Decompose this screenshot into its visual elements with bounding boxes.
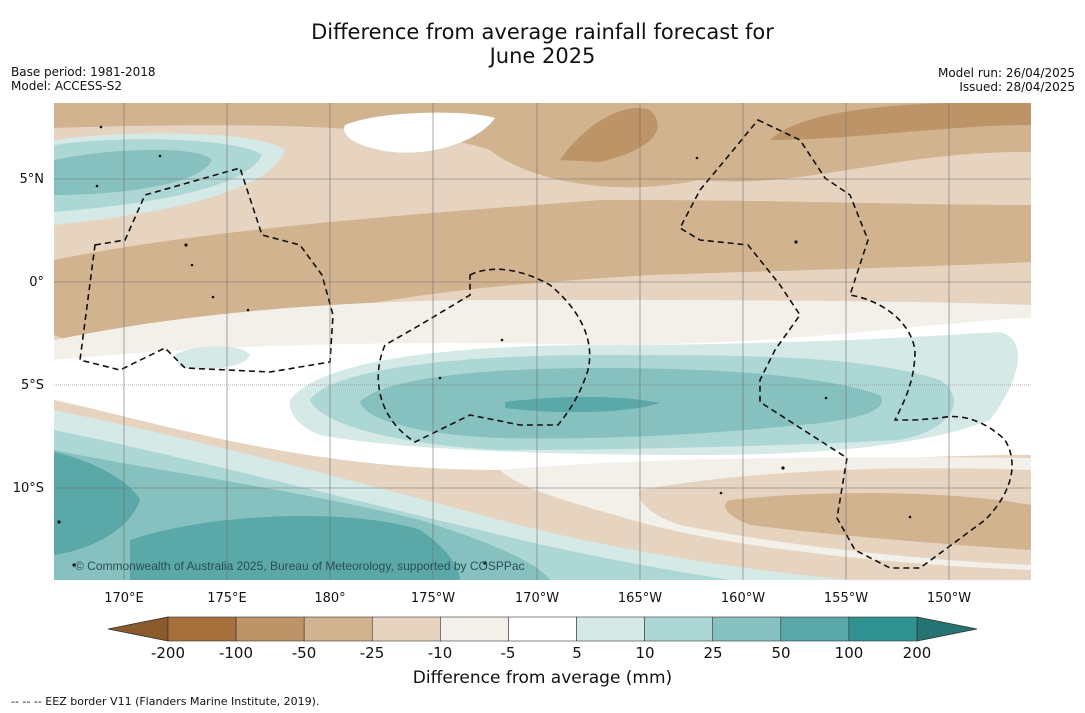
colorbar-tick: 200 (903, 644, 932, 662)
colorbar-segment (440, 616, 509, 642)
meta-right: Model run: 26/04/2025 Issued: 28/04/2025 (938, 66, 1075, 94)
colorbar-segment (576, 616, 645, 642)
lon-label: 160°W (721, 591, 765, 606)
model-run-label: Model run: 26/04/2025 (937, 66, 1075, 80)
colorbar-tick: -200 (151, 644, 185, 662)
colorbar-segment (780, 616, 850, 642)
colorbar-segment (848, 616, 918, 642)
lon-labels: 170°E 175°E 180° 175°W 170°W 165°W 160°W… (104, 591, 971, 606)
colorbar-tick-labels: -200 -100 -50 -25 -10 -5 5 10 25 50 100 … (151, 644, 931, 662)
colorbar-tick: 100 (835, 644, 864, 662)
lon-label: 170°W (515, 591, 559, 606)
lat-label: 5°S (21, 378, 44, 393)
issued-label: Issued: 28/04/2025 (959, 80, 1075, 94)
lat-label: 0° (29, 275, 44, 290)
lon-label: 170°E (104, 591, 144, 606)
eez-border-central (377, 268, 591, 443)
contour-dry-band-north (54, 103, 1031, 188)
colorbar-segment (303, 616, 373, 642)
colorbar-tick: -10 (428, 644, 453, 662)
colorbar-segment (235, 616, 305, 642)
title-line-1: Difference from average rainfall forecas… (311, 20, 774, 44)
colorbar-segment (371, 616, 441, 642)
colorbar-tick: -25 (360, 644, 385, 662)
contour-wet-core-south (130, 516, 460, 580)
chart-title: Difference from average rainfall forecas… (0, 20, 1085, 68)
contour-dry-core-northeast (770, 103, 1031, 140)
meta-left: Base period: 1981-2018 Model: ACCESS-S2 (11, 65, 156, 93)
contour-wet-strong-northwest (54, 149, 212, 195)
colorbar-segment (508, 616, 577, 642)
contour-wet-patch-south-center (175, 346, 250, 370)
contour-dry-mid-southeast (725, 493, 1031, 550)
lat-label: 10°S (13, 481, 44, 496)
base-period-label: Base period: 1981-2018 (11, 65, 156, 79)
colorbar-tick: -5 (501, 644, 516, 662)
colorbar-segment (644, 616, 714, 642)
colorbar: -200 -100 -50 -25 -10 -5 5 10 25 50 100 … (107, 616, 978, 662)
contour-white-patch-north (344, 112, 495, 153)
model-label: Model: ACCESS-S2 (11, 79, 123, 93)
lon-label: 180° (314, 591, 345, 606)
copyright-text: © Commonwealth of Australia 2025, Bureau… (75, 559, 525, 573)
contour-wet-core-center (505, 396, 660, 413)
colorbar-segment (167, 616, 237, 642)
colorbar-tick: 50 (771, 644, 790, 662)
island-specks (57, 125, 912, 567)
title-line-2: June 2025 (489, 44, 596, 68)
lon-label: 150°W (927, 591, 971, 606)
eez-border-east (678, 119, 1013, 569)
contour-dry-core-north (560, 108, 658, 162)
eez-border-west (79, 167, 334, 373)
colorbar-tick: -50 (292, 644, 317, 662)
colorbar-segments (167, 616, 918, 642)
eez-borders (79, 119, 1013, 569)
colorbar-tick: -100 (219, 644, 253, 662)
colorbar-tick: 25 (703, 644, 722, 662)
eez-footer-note: -- -- -- EEZ border V11 (Flanders Marine… (11, 695, 320, 708)
lat-labels: 5°N 0° 5°S 10°S (13, 172, 44, 496)
contour-wet-core-southwest (54, 452, 140, 555)
lon-label: 175°W (411, 591, 455, 606)
graticule (54, 103, 1031, 580)
lon-label: 175°E (207, 591, 247, 606)
colorbar-segment (712, 616, 782, 642)
lon-label: 155°W (824, 591, 868, 606)
colorbar-tick: 10 (635, 644, 654, 662)
colorbar-over-arrow (916, 616, 978, 642)
colorbar-under-arrow (107, 616, 169, 642)
lat-label: 5°N (20, 172, 45, 187)
colorbar-tick: 5 (572, 644, 582, 662)
lon-label: 165°W (618, 591, 662, 606)
colorbar-title: Difference from average (mm) (412, 668, 673, 688)
map-field (54, 103, 1031, 580)
